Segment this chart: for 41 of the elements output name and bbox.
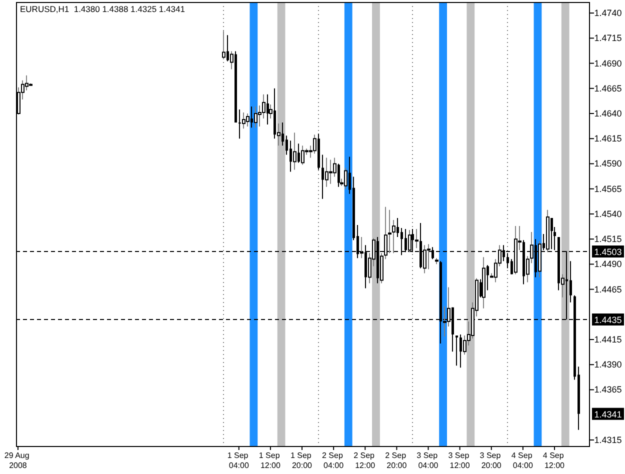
x-tick-label: 2 Sep 04:00 xyxy=(322,451,346,470)
ref-line-label: 1.4503 xyxy=(594,247,622,257)
y-tick-label: 1.4715 xyxy=(594,33,622,44)
x-tick-label: 4 Sep 04:00 xyxy=(511,451,535,470)
chart-title: EURUSD,H1 1.4380 1.4388 1.4325 1.4341 xyxy=(20,4,186,14)
candlestick xyxy=(254,106,258,128)
y-tick-label: 1.4415 xyxy=(594,334,622,345)
x-tick-label: 2 Sep 20:00 xyxy=(385,451,408,470)
candlestick xyxy=(25,74,28,91)
y-tick-label: 1.4365 xyxy=(594,384,622,395)
candlestick xyxy=(325,157,328,188)
y-tick-label: 1.4390 xyxy=(594,360,622,370)
ref-line-label: 1.4435 xyxy=(594,315,622,325)
x-tick-label: 3 Sep 12:00 xyxy=(448,451,472,470)
x-tick-label: 1 Sep 12:00 xyxy=(258,451,282,470)
y-tick-label: 1.4690 xyxy=(594,58,622,68)
y-tick-label: 1.4615 xyxy=(594,134,622,144)
candlestick xyxy=(329,159,332,184)
candlestick xyxy=(456,335,458,366)
candlestick xyxy=(242,112,246,130)
candlestick xyxy=(301,145,304,166)
y-tick-label: 1.4465 xyxy=(594,284,622,294)
x-tick-label: 2 Sep 12:00 xyxy=(354,451,377,470)
x-tick-label: 1 Sep 20:00 xyxy=(290,451,314,470)
y-tick-label: 1.4515 xyxy=(594,234,622,244)
x-tick-label: 29 Aug 2008 xyxy=(4,451,32,470)
y-tick-label: 1.4565 xyxy=(594,184,622,194)
x-tick-label: 3 Sep 20:00 xyxy=(480,451,503,470)
x-tick-label: 3 Sep 04:00 xyxy=(416,451,440,470)
y-tick-label: 1.4665 xyxy=(594,83,622,94)
y-tick-label: 1.4315 xyxy=(594,434,622,445)
y-tick-label: 1.4540 xyxy=(594,208,622,219)
candlestick xyxy=(570,260,572,303)
candlestick xyxy=(293,132,296,170)
y-tick-label: 1.4640 xyxy=(594,108,622,118)
x-tick-label: 1 Sep 04:00 xyxy=(227,451,250,470)
y-tick-label: 1.4740 xyxy=(594,8,622,18)
y-tick-label: 1.4490 xyxy=(594,259,622,270)
annotation: 1.4341 xyxy=(594,409,622,420)
x-tick-label: 4 Sep 12:00 xyxy=(542,451,566,470)
y-tick-label: 1.4590 xyxy=(594,158,622,169)
